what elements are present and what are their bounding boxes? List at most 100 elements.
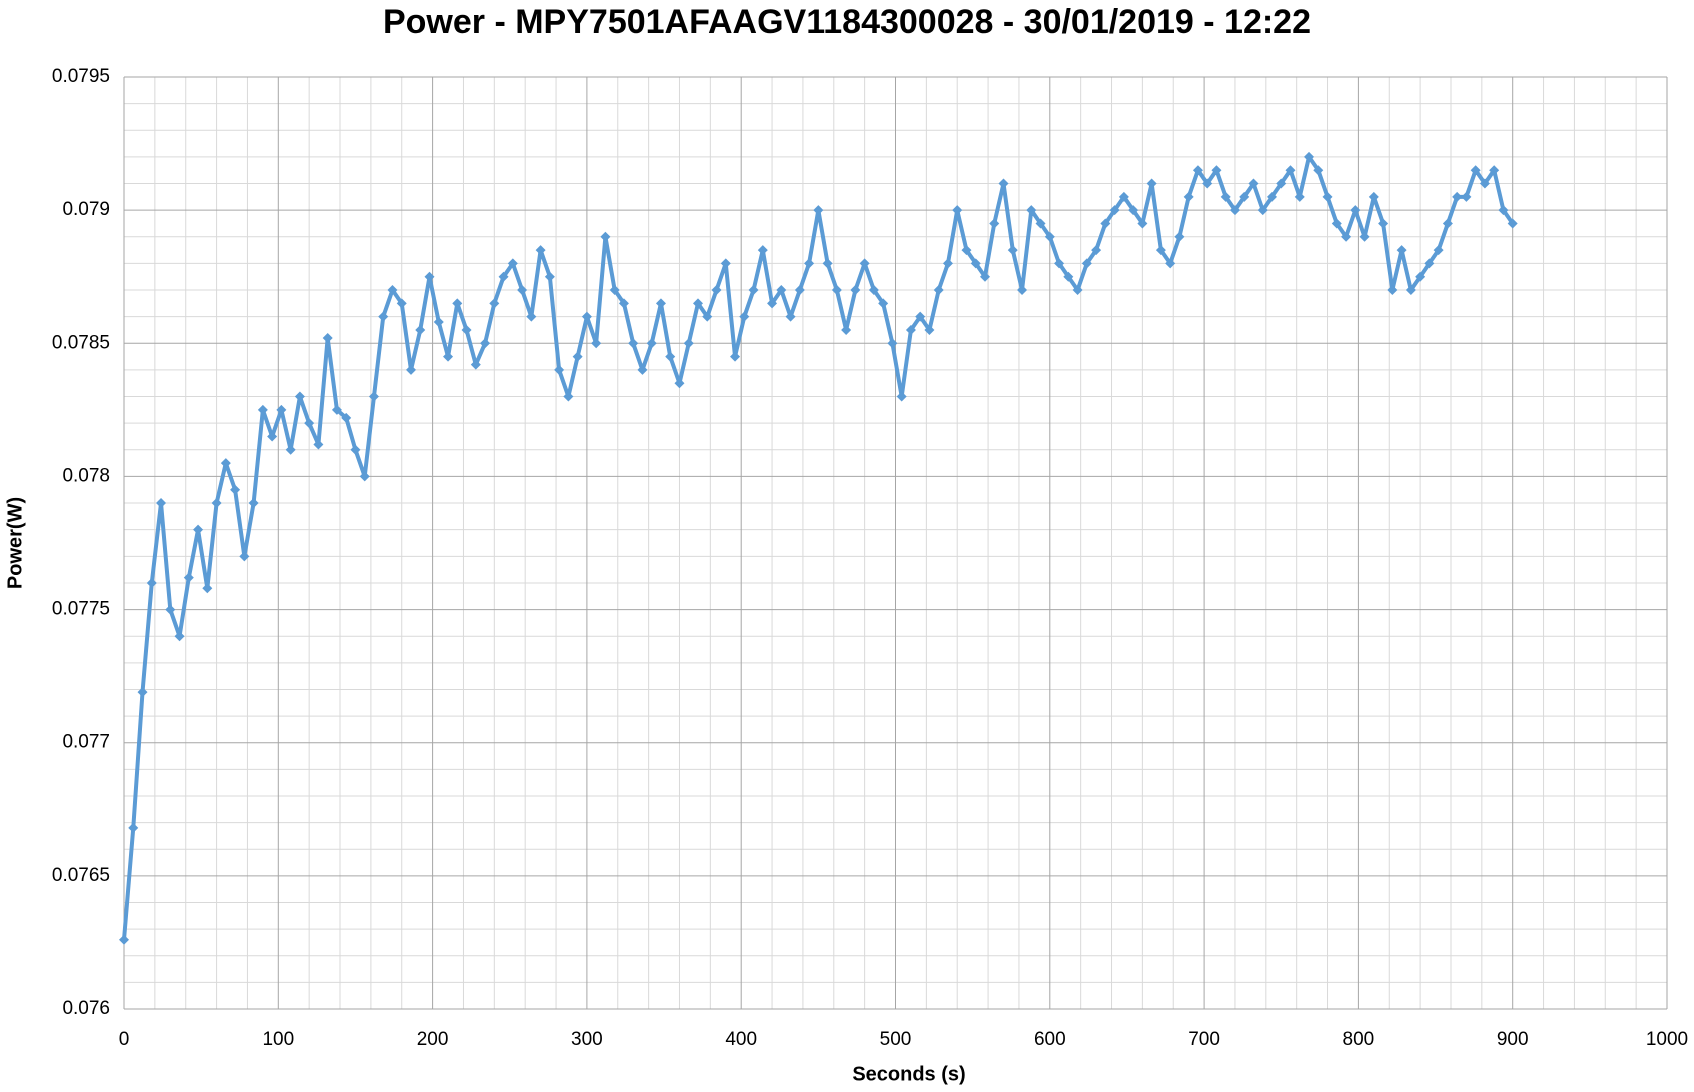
data-point	[1248, 178, 1259, 189]
data-point	[1100, 218, 1111, 229]
data-point	[507, 258, 518, 269]
data-point	[609, 285, 620, 296]
data-point	[720, 258, 731, 269]
data-point	[1229, 205, 1240, 216]
y-tick-label: 0.076	[62, 998, 110, 1019]
data-point	[822, 258, 833, 269]
data-point	[470, 359, 481, 370]
data-point	[711, 285, 722, 296]
data-point	[137, 687, 148, 698]
data-point	[331, 404, 342, 415]
data-point	[1128, 205, 1139, 216]
data-point	[591, 338, 602, 349]
data-point	[461, 324, 472, 335]
data-point	[1442, 218, 1453, 229]
x-tick-label: 800	[1343, 1029, 1375, 1050]
data-point	[1266, 191, 1277, 202]
data-point	[1313, 165, 1324, 176]
data-point	[1452, 191, 1463, 202]
data-point	[757, 245, 768, 256]
data-point	[1220, 191, 1231, 202]
data-point	[1470, 165, 1481, 176]
data-point	[119, 934, 129, 945]
data-point	[1461, 191, 1472, 202]
plot-area	[119, 151, 1518, 945]
data-point	[1479, 178, 1490, 189]
data-point	[1359, 231, 1370, 242]
data-point	[776, 285, 787, 296]
data-point	[952, 205, 963, 216]
data-point	[1322, 191, 1333, 202]
data-point	[313, 439, 324, 450]
data-point	[813, 205, 824, 216]
data-point	[1137, 218, 1148, 229]
data-point	[1026, 205, 1037, 216]
x-tick-label: 1000	[1646, 1029, 1688, 1050]
data-point	[193, 524, 204, 535]
data-point	[405, 364, 416, 375]
data-point	[961, 245, 972, 256]
data-point	[1387, 285, 1398, 296]
data-point	[183, 572, 194, 583]
data-point	[563, 391, 574, 402]
data-point	[637, 364, 648, 375]
data-point	[1341, 231, 1352, 242]
data-point	[1294, 191, 1305, 202]
data-point	[211, 498, 222, 509]
x-tick-label: 100	[262, 1029, 294, 1050]
data-point	[146, 577, 157, 588]
data-point	[1091, 245, 1102, 256]
data-point	[248, 498, 259, 509]
data-point	[618, 298, 629, 309]
x-tick-label: 0	[119, 1029, 130, 1050]
data-point	[480, 338, 491, 349]
data-point	[396, 298, 407, 309]
data-point	[535, 245, 546, 256]
data-point	[1072, 285, 1083, 296]
data-point	[433, 316, 444, 327]
data-point	[572, 351, 583, 362]
data-point	[1035, 218, 1046, 229]
data-point	[730, 351, 741, 362]
data-point	[1192, 165, 1203, 176]
data-point	[489, 298, 500, 309]
data-point	[942, 258, 953, 269]
y-tick-label: 0.0775	[52, 599, 110, 620]
data-point	[378, 311, 389, 322]
data-point	[1507, 218, 1518, 229]
y-tick-label: 0.0765	[52, 865, 110, 886]
data-point	[359, 471, 370, 482]
data-point	[841, 324, 852, 335]
data-point	[702, 311, 713, 322]
data-point	[1183, 191, 1194, 202]
data-point	[896, 391, 907, 402]
data-point	[1174, 231, 1185, 242]
data-point	[554, 364, 565, 375]
data-point	[1304, 151, 1315, 162]
data-point	[1211, 165, 1222, 176]
data-point	[1146, 178, 1157, 189]
y-tick-label: 0.079	[62, 199, 110, 220]
x-tick-label: 600	[1034, 1029, 1066, 1050]
chart-title: Power - MPY7501AFAAGV1184300028 - 30/01/…	[383, 3, 1311, 41]
x-tick-label: 400	[725, 1029, 757, 1050]
data-point	[887, 338, 898, 349]
data-point	[156, 498, 167, 509]
data-point	[415, 324, 426, 335]
data-point	[452, 298, 463, 309]
data-point	[174, 631, 185, 642]
data-point	[1054, 258, 1065, 269]
data-point	[915, 311, 926, 322]
data-point	[165, 604, 176, 615]
data-point	[767, 298, 778, 309]
x-tick-label: 500	[880, 1029, 912, 1050]
data-point	[905, 324, 916, 335]
data-point	[998, 178, 1009, 189]
data-point	[1109, 205, 1120, 216]
data-point	[239, 551, 250, 562]
data-point	[368, 391, 379, 402]
x-axis-label: Seconds (s)	[852, 1063, 965, 1085]
data-point	[581, 311, 592, 322]
data-point	[859, 258, 870, 269]
data-point	[878, 298, 889, 309]
